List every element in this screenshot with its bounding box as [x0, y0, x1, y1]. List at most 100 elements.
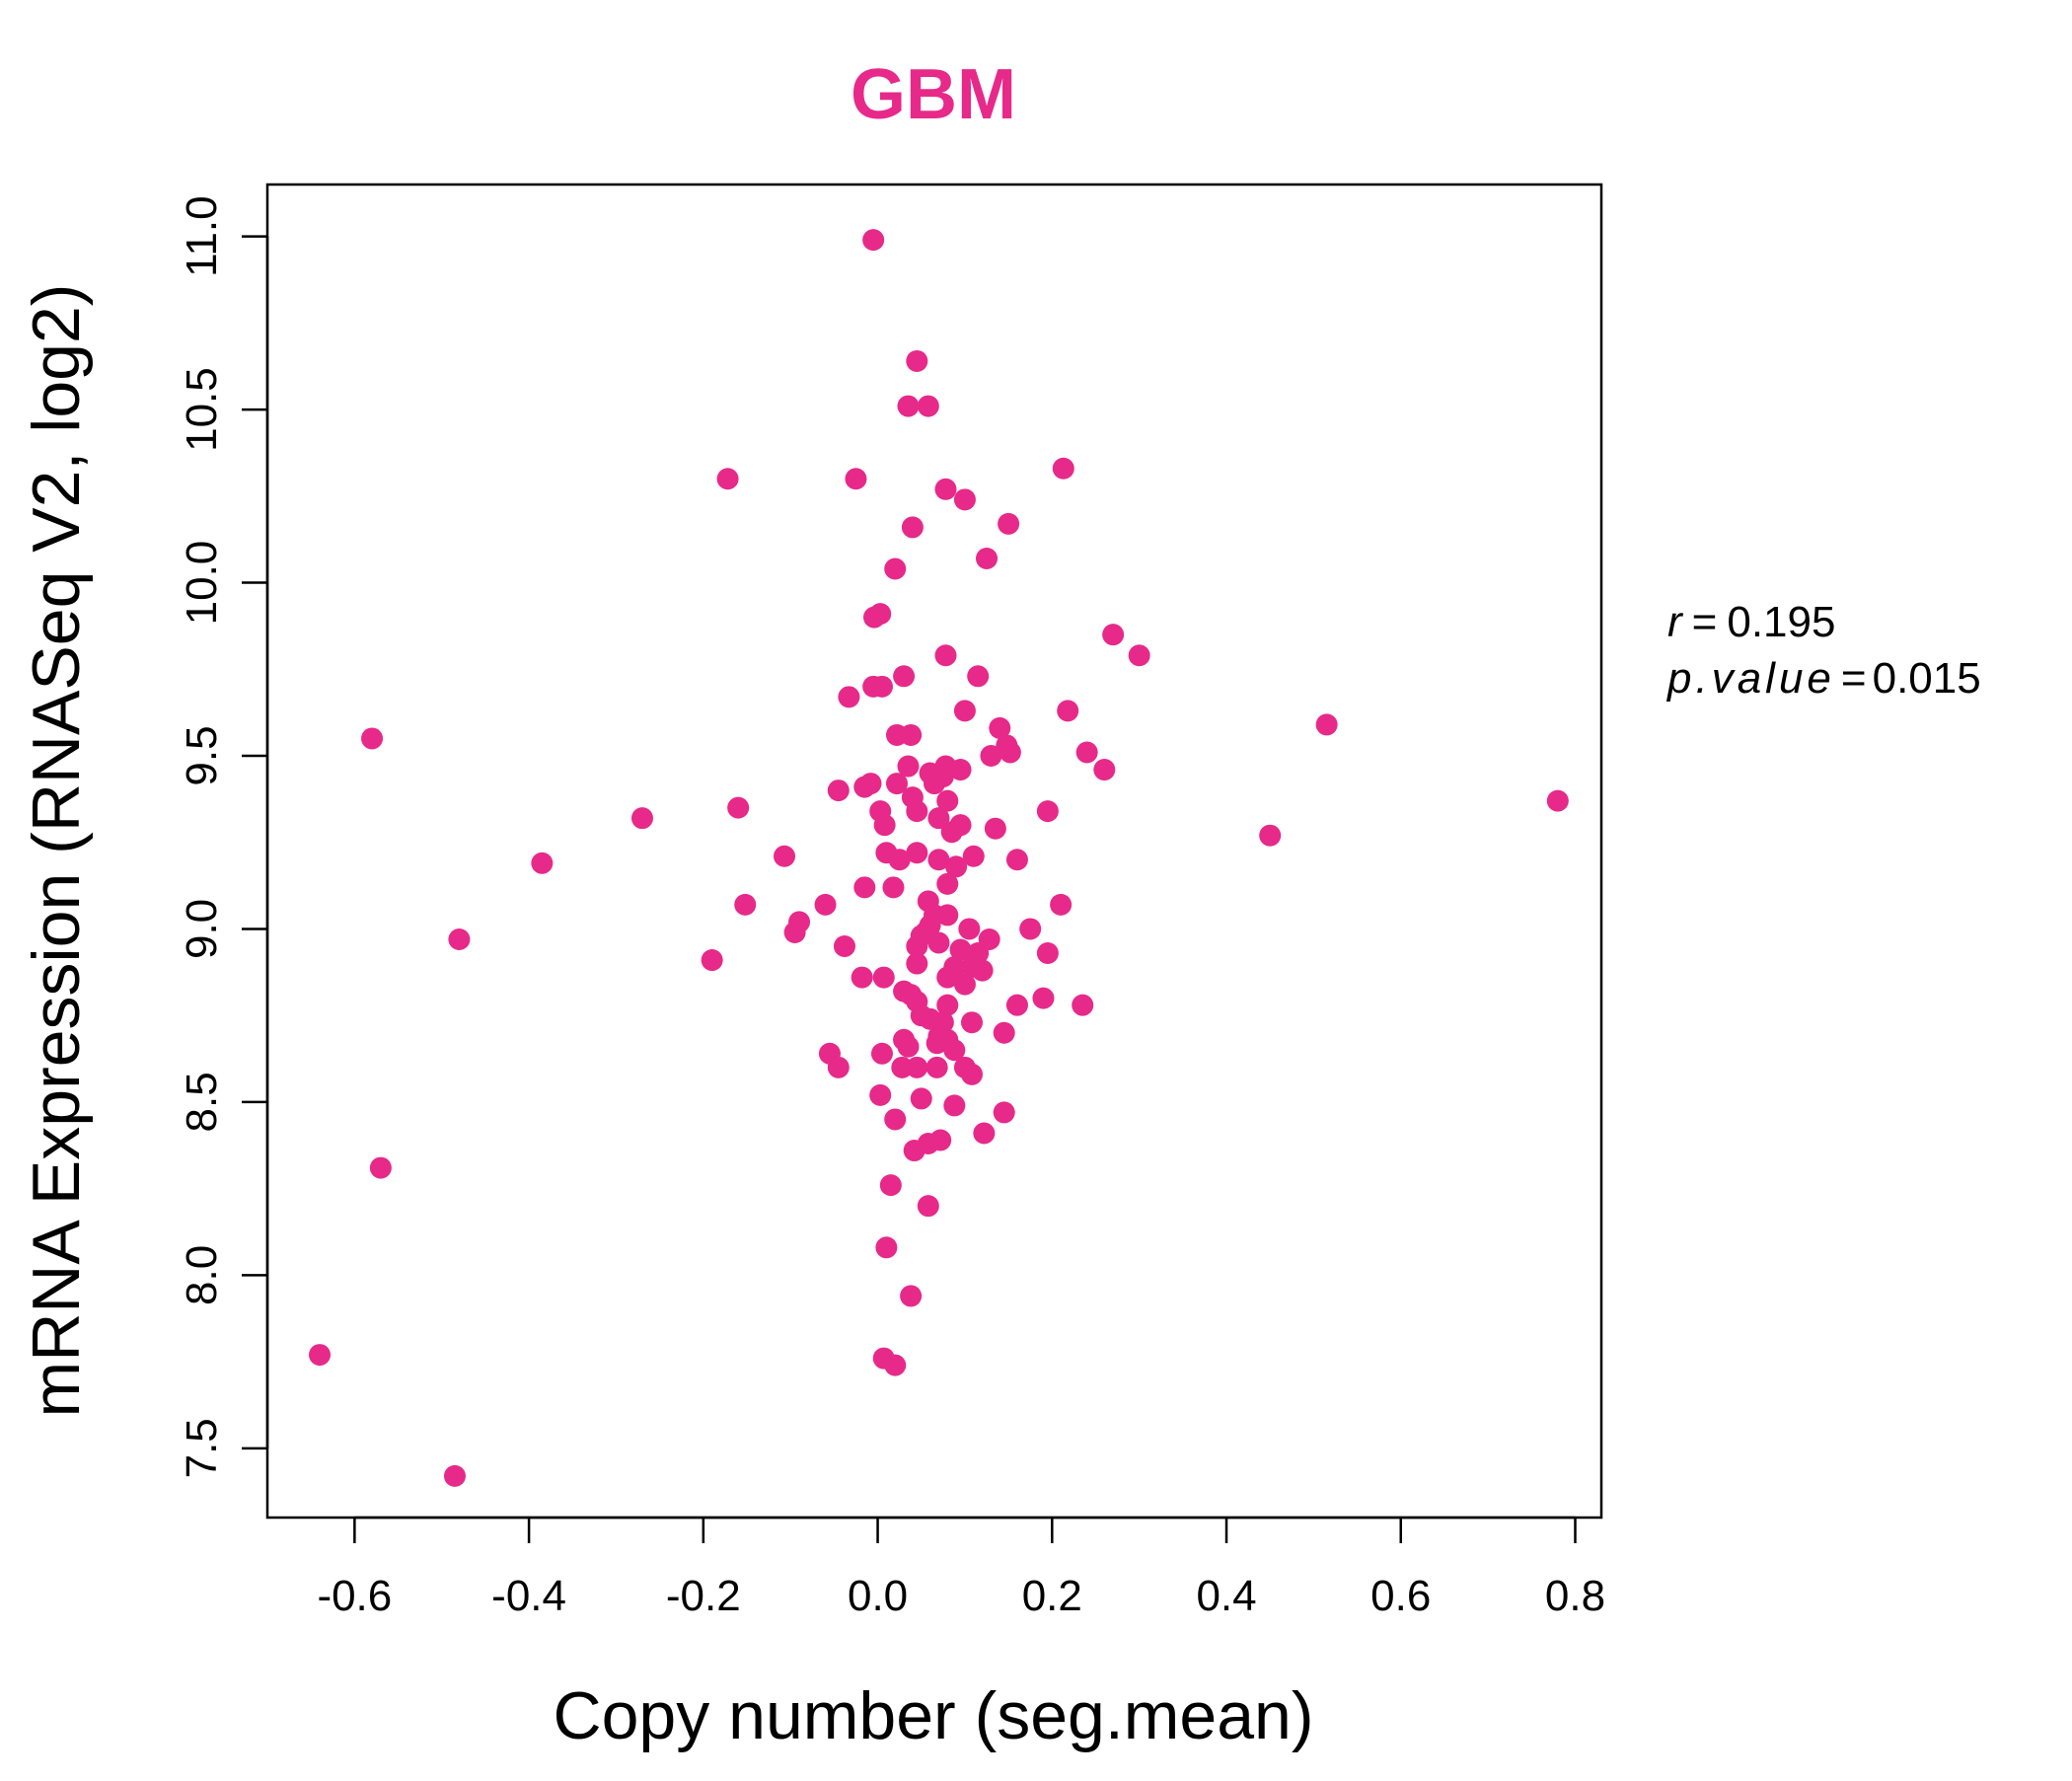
data-point	[927, 931, 950, 954]
data-points	[309, 229, 1569, 1487]
x-tick-label: 0.0	[848, 1572, 908, 1620]
data-point	[943, 1039, 966, 1062]
data-point	[734, 893, 757, 916]
data-point	[1050, 893, 1073, 916]
data-point	[976, 547, 999, 569]
x-tick-label: 0.8	[1545, 1572, 1605, 1620]
data-point	[993, 1021, 1015, 1044]
y-tick-label: 9.0	[178, 899, 226, 959]
data-point	[958, 918, 981, 940]
data-point	[369, 1156, 392, 1179]
data-point	[962, 845, 985, 867]
data-point	[998, 512, 1020, 535]
data-point	[900, 723, 923, 746]
data-point	[1315, 713, 1338, 736]
chart-title: GBM	[851, 55, 1016, 134]
data-point	[853, 876, 876, 899]
x-tick-label: -0.4	[491, 1572, 566, 1620]
data-point	[949, 938, 972, 961]
data-point	[1036, 942, 1059, 965]
x-tick-label: -0.2	[666, 1572, 741, 1620]
data-point	[827, 779, 850, 802]
y-tick-label: 8.0	[178, 1245, 226, 1305]
data-point	[936, 872, 959, 895]
data-point	[884, 1108, 907, 1131]
data-point	[783, 921, 806, 943]
data-point	[901, 516, 924, 539]
data-point	[309, 1344, 332, 1367]
data-point	[936, 904, 959, 927]
data-point	[953, 488, 976, 511]
data-point	[863, 606, 886, 629]
x-tick-label: 0.4	[1196, 1572, 1256, 1620]
data-point	[936, 994, 959, 1016]
data-point	[448, 928, 471, 950]
data-point	[1005, 994, 1028, 1016]
data-point	[897, 395, 920, 417]
data-point	[893, 665, 916, 688]
data-point	[931, 766, 954, 788]
data-point	[870, 1042, 893, 1065]
data-point	[927, 849, 950, 871]
data-point	[949, 759, 972, 781]
data-point	[940, 821, 963, 844]
data-point	[900, 1285, 923, 1307]
data-point	[869, 1083, 892, 1106]
data-point	[888, 849, 911, 871]
data-point	[906, 842, 928, 864]
data-point	[960, 1011, 983, 1034]
data-point	[531, 852, 554, 874]
data-point	[873, 814, 896, 837]
y-tick-label: 10.5	[178, 367, 226, 452]
data-point	[1057, 700, 1079, 722]
data-point	[862, 229, 885, 252]
data-point	[999, 741, 1021, 764]
data-point	[701, 949, 723, 972]
data-point	[910, 1087, 932, 1110]
data-point	[1259, 824, 1282, 847]
data-point	[953, 973, 976, 996]
data-point	[906, 935, 928, 957]
data-point	[943, 1094, 966, 1117]
data-point	[906, 800, 928, 823]
data-point	[1546, 789, 1569, 812]
data-point	[1072, 994, 1094, 1016]
data-point	[827, 1056, 850, 1078]
data-point	[1128, 644, 1150, 667]
x-tick-label: 0.6	[1370, 1572, 1431, 1620]
data-point	[897, 1035, 920, 1058]
data-point	[872, 966, 895, 989]
data-point	[833, 935, 855, 957]
data-point	[927, 807, 950, 830]
data-point	[774, 845, 796, 867]
data-point	[906, 349, 928, 372]
data-point	[1093, 759, 1116, 781]
data-point	[884, 1354, 907, 1376]
y-tick-label: 7.5	[178, 1418, 226, 1478]
data-point	[875, 1236, 898, 1259]
data-point	[1032, 987, 1055, 1009]
data-point	[934, 478, 957, 500]
data-point	[960, 1063, 983, 1085]
p-value-statistic: p.value = 0.015	[1665, 654, 1981, 703]
y-tick-label: 11.0	[178, 195, 226, 276]
data-point	[716, 468, 739, 490]
data-point	[814, 893, 837, 916]
data-point	[862, 675, 885, 698]
p-value: 0.015	[1873, 654, 1981, 703]
y-axis-title: mRNA Expression (RNASeq V2, log2)	[19, 284, 94, 1418]
data-point	[917, 395, 939, 417]
data-point	[851, 966, 873, 989]
data-point	[945, 855, 968, 878]
y-tick-label: 8.5	[178, 1072, 226, 1132]
r-label: r	[1667, 598, 1684, 646]
data-point	[917, 1195, 939, 1218]
data-point	[1005, 849, 1028, 871]
data-point	[1036, 800, 1059, 823]
data-point	[967, 665, 990, 688]
data-point	[925, 1056, 948, 1078]
data-point	[884, 557, 907, 580]
data-point	[906, 1056, 928, 1078]
data-point	[853, 776, 876, 798]
data-point	[984, 817, 1006, 840]
